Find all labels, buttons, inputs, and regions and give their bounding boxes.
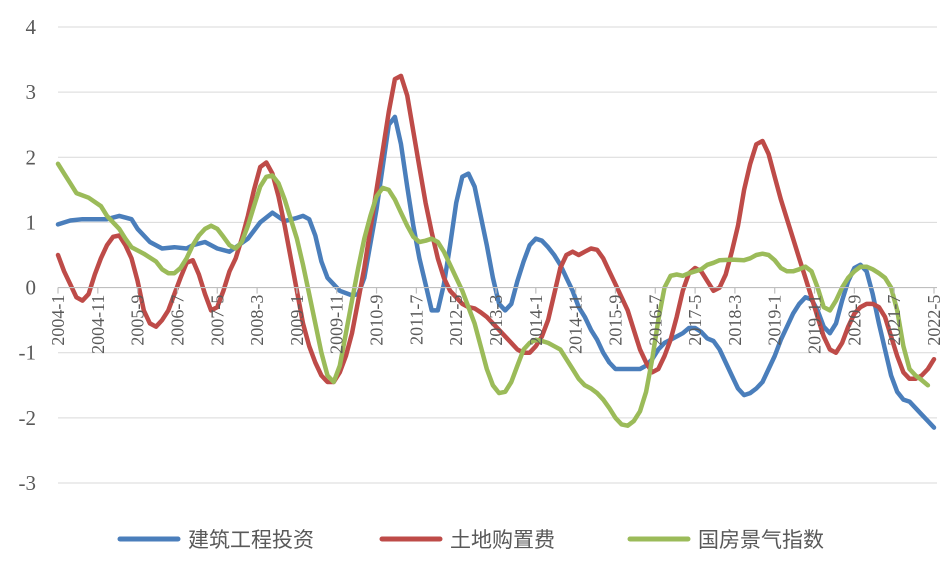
series-line-2 [55,73,937,385]
x-tick-label: 2012-5 [446,295,466,346]
x-tick-label: 2016-7 [645,295,665,346]
x-tick-label: 2004-1 [48,295,68,346]
y-tick-label: 3 [26,80,37,104]
x-tick-label: 2013-3 [486,295,506,346]
x-tick-label: 2009-1 [287,295,307,346]
y-tick-label: 4 [26,15,37,39]
x-tick-label: 2015-9 [605,295,625,346]
x-tick-label: 2019-11 [805,295,825,354]
legend-label: 土地购置费 [450,528,555,552]
y-axis-ticks: 4 3 2 1 0 -1 -2 -3 [19,15,37,495]
series-line-3 [55,161,931,428]
x-tick-label: 2004-11 [88,295,108,354]
x-tick-label: 2007-5 [207,295,227,346]
legend-item-3: 国房景气指数 [627,528,824,552]
x-tick-label: 2014-11 [566,295,586,354]
x-tick-label: 2010-9 [367,295,387,346]
y-tick-label: -1 [19,341,37,365]
x-tick-label: 2008-3 [247,295,267,346]
legend: 建筑工程投资 土地购置费 国房景气指数 [117,528,824,552]
legend-item-2: 土地购置费 [379,528,555,552]
legend-label: 国房景气指数 [698,528,824,552]
x-tick-label: 2014-1 [526,295,546,346]
series-lines [55,73,937,430]
y-tick-label: -2 [19,406,37,430]
x-tick-label: 2019-1 [765,295,785,346]
x-tick-label: 2018-3 [725,295,745,346]
x-tick-label: 2021-7 [884,295,904,346]
legend-label: 建筑工程投资 [188,528,314,552]
legend-item-1: 建筑工程投资 [117,528,314,552]
x-tick-label: 2009-11 [327,295,347,354]
x-tick-label: 2011-7 [406,295,426,345]
gridlines [58,26,937,484]
x-tick-label: 2005-9 [128,295,148,346]
x-tick-label: 2017-5 [685,295,705,346]
x-tick-label: 2020-9 [844,295,864,346]
y-tick-label: 0 [26,276,37,300]
y-tick-label: 1 [26,210,37,234]
x-tick-label: 2006-7 [167,295,187,346]
x-tick-label: 2022-5 [924,295,944,346]
y-tick-label: 2 [26,145,37,169]
x-axis-ticks: 2004-1 2004-11 2005-9 2006-7 2007-5 2008-3 200… [48,286,944,354]
y-tick-label: -3 [19,471,37,495]
